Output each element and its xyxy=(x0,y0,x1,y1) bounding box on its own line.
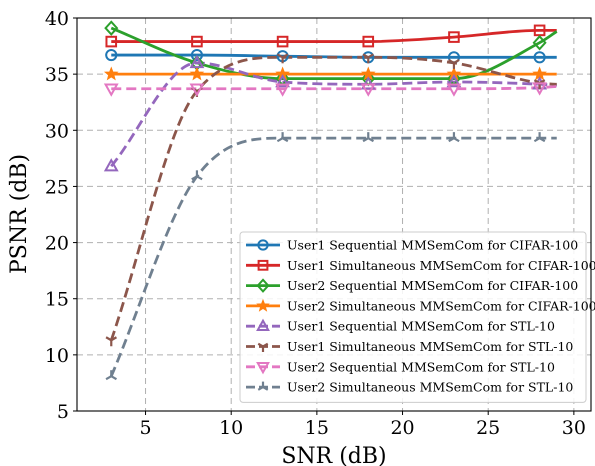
data-point-s8-4 xyxy=(362,132,375,143)
y-axis-label: PSNR (dB) xyxy=(7,154,32,274)
x-tick-label: 30 xyxy=(562,417,586,439)
legend-box xyxy=(239,231,587,403)
series-markers xyxy=(103,20,548,381)
data-point-s1-2 xyxy=(190,48,204,62)
legend-marker-6 xyxy=(257,342,269,352)
legend-label-2: User1 Simultaneous MMSemCom for CIFAR-10… xyxy=(287,258,595,273)
data-point-s7-2 xyxy=(189,83,205,97)
data-point-s4-2 xyxy=(189,66,205,81)
legend-marker-1 xyxy=(257,239,269,251)
data-point-s2-5 xyxy=(448,31,460,43)
data-point-s6-1 xyxy=(105,336,118,347)
data-point-s5-2 xyxy=(189,54,205,69)
axis-ticks: 5 10 15 20 25 30 5 10 15 20 25 30 35 40 xyxy=(45,8,586,439)
series-line-8 xyxy=(109,136,557,377)
x-tick-label: 10 xyxy=(219,417,243,439)
series-line-5 xyxy=(110,61,557,168)
y-tick-label: 25 xyxy=(45,176,69,198)
series-line-3 xyxy=(110,26,558,81)
x-axis-label: SNR (dB) xyxy=(281,444,386,466)
y-tick-label: 40 xyxy=(45,8,69,30)
plot-frame xyxy=(76,17,592,412)
data-point-s7-6 xyxy=(532,82,548,96)
data-point-s2-4 xyxy=(362,35,375,48)
data-point-s5-5 xyxy=(446,73,462,88)
data-point-s8-2 xyxy=(191,170,203,181)
x-tick-label: 25 xyxy=(476,417,500,439)
legend-label-7: User2 Sequential MMSemCom for STL-10 xyxy=(287,359,555,374)
data-point-s5-1 xyxy=(103,158,119,172)
data-point-s1-6 xyxy=(533,51,546,64)
data-point-s2-1 xyxy=(105,35,118,48)
legend-marker-2 xyxy=(257,259,269,271)
data-point-s8-3 xyxy=(276,132,289,143)
y-tick-label: 5 xyxy=(57,401,69,423)
data-point-s1-1 xyxy=(105,48,118,62)
legend-marker-5 xyxy=(256,318,270,332)
series-line-7 xyxy=(111,85,557,91)
legend-label-3: User2 Sequential MMSemCom for CIFAR-100 xyxy=(287,278,578,293)
x-tick-label: 15 xyxy=(305,417,329,439)
data-point-s2-2 xyxy=(191,35,203,48)
x-tick-label: 5 xyxy=(139,417,151,439)
legend-label-4: User2 Simultaneous MMSemCom for CIFAR-10… xyxy=(287,298,595,313)
legend-label-6: User1 Simultaneous MMSemCom for STL-10 xyxy=(287,339,573,354)
x-tick-label: 20 xyxy=(390,417,414,439)
y-tick-label: 30 xyxy=(45,120,69,142)
data-point-s2-3 xyxy=(276,35,289,48)
legend-marker-4 xyxy=(256,298,270,312)
legend-marker-8 xyxy=(257,381,269,391)
data-point-s3-1 xyxy=(104,20,119,36)
legend-label-5: User1 Sequential MMSemCom for STL-10 xyxy=(287,319,555,334)
legend-label-1: User1 Sequential MMSemCom for CIFAR-100 xyxy=(287,238,578,253)
data-point-s7-1 xyxy=(103,83,119,97)
data-point-s8-5 xyxy=(448,132,460,143)
data-point-s6-3 xyxy=(276,53,289,64)
y-tick-label: 10 xyxy=(45,345,69,367)
data-point-s5-4 xyxy=(360,76,376,90)
data-point-s7-5 xyxy=(446,83,462,97)
y-tick-label: 20 xyxy=(45,233,69,255)
legend-marker-3 xyxy=(256,278,270,293)
data-point-s6-5 xyxy=(448,58,460,69)
y-tick-label: 15 xyxy=(45,289,69,311)
series-line-2 xyxy=(111,28,557,43)
legend-label-8: User2 Simultaneous MMSemCom for STL-10 xyxy=(287,380,573,395)
data-point-s6-4 xyxy=(362,53,375,64)
data-point-s3-6 xyxy=(532,34,547,51)
legend: User1 Sequential MMSemCom for CIFAR-100 U… xyxy=(239,231,595,403)
y-tick-label: 35 xyxy=(45,64,69,86)
series-line-6 xyxy=(109,55,557,341)
data-point-s8-6 xyxy=(533,132,546,143)
data-point-s7-4 xyxy=(360,83,376,97)
data-point-s5-3 xyxy=(275,73,291,88)
legend-marker-7 xyxy=(256,361,270,375)
data-point-s7-3 xyxy=(275,83,291,97)
data-point-s4-1 xyxy=(103,66,119,81)
data-point-s8-1 xyxy=(105,370,118,381)
